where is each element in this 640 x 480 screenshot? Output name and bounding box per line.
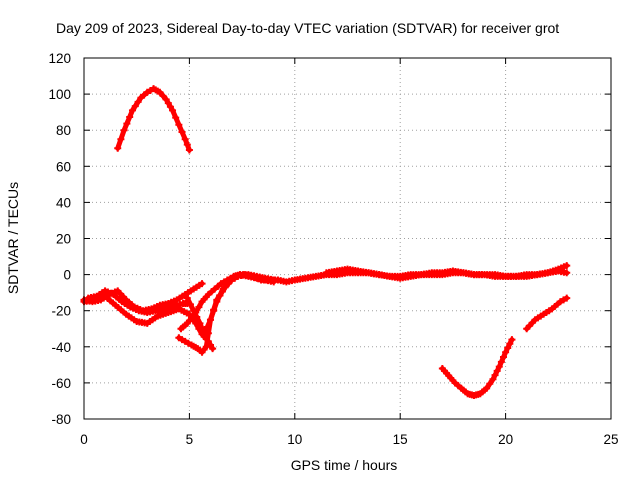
data-point [491,371,499,379]
data-series [80,85,571,400]
y-tick-label: -80 [51,412,71,427]
y-tick-label: 100 [48,87,71,102]
series-arc-a [114,85,193,154]
data-point [486,380,494,388]
data-point [210,307,218,315]
data-point [270,276,278,284]
x-tick-label: 20 [498,432,513,447]
y-tick-label: -40 [51,340,71,355]
y-tick-label: -60 [51,376,71,391]
y-tick-label: 20 [56,232,71,247]
data-point [216,291,224,299]
x-axis-label: GPS time / hours [291,457,398,473]
data-point [166,103,174,111]
data-point [181,135,189,143]
data-point [198,325,206,333]
y-tick-label: 120 [48,51,71,66]
data-point [156,88,164,96]
x-tick-label: 5 [186,432,194,447]
y-tick-label: 40 [56,195,71,210]
data-point [175,121,183,129]
data-point [563,294,571,302]
data-point [162,96,170,104]
data-point [185,146,193,154]
data-point [203,323,211,331]
data-point [508,336,516,344]
y-tick-label: 80 [56,123,71,138]
data-point [202,343,210,351]
data-point [114,144,122,152]
data-point [195,303,203,311]
data-point [131,102,139,110]
data-point [196,319,204,327]
data-point [193,313,201,321]
data-point [164,99,172,107]
series-arc-d [84,287,191,317]
data-point [495,363,503,371]
data-point [493,367,501,375]
data-point [213,298,221,306]
axis-ticks: 0 5 10 15 20 25 -80 -60 -40 -20 0 20 40 60 80 100 120 [48,51,618,447]
data-point [159,92,167,100]
series-trace [115,86,192,153]
data-point [186,300,194,308]
data-point [183,294,191,302]
x-tick-label: 15 [393,432,408,447]
data-point [120,126,128,134]
data-point [200,330,208,338]
data-point [483,384,491,392]
x-tick-label: 25 [603,432,618,447]
series-arc-h [438,336,516,400]
grid-lines [84,58,611,419]
x-tick-label: 10 [287,432,302,447]
data-point [178,128,186,136]
chart-title: Day 209 of 2023, Sidereal Day-to-day VTE… [56,20,559,36]
data-point [123,120,131,128]
y-axis-label: SDTVAR / TECUs [5,182,21,294]
x-tick-label: 0 [80,432,88,447]
data-point [502,348,510,356]
data-point [198,280,206,288]
data-point [489,375,497,383]
series-arc-i [523,294,571,333]
data-point [497,358,505,366]
data-point [506,340,514,348]
data-point [190,307,198,315]
data-point [504,344,512,352]
data-point [117,135,125,143]
y-tick-label: -20 [51,304,71,319]
y-tick-label: 0 [63,268,71,283]
data-point [206,316,214,324]
data-point [169,106,177,114]
series-arc-j [322,265,571,280]
y-tick-label: 60 [56,159,71,174]
data-point [172,114,180,122]
data-point [126,113,134,121]
data-point [209,345,217,353]
data-point [563,269,571,277]
series-arc-c [80,292,217,353]
plot-frame [83,57,612,420]
data-point [134,98,142,106]
data-point [563,262,571,270]
data-point [128,106,136,114]
series-arc-g [183,271,278,338]
data-point [183,141,191,149]
data-point [499,353,507,361]
